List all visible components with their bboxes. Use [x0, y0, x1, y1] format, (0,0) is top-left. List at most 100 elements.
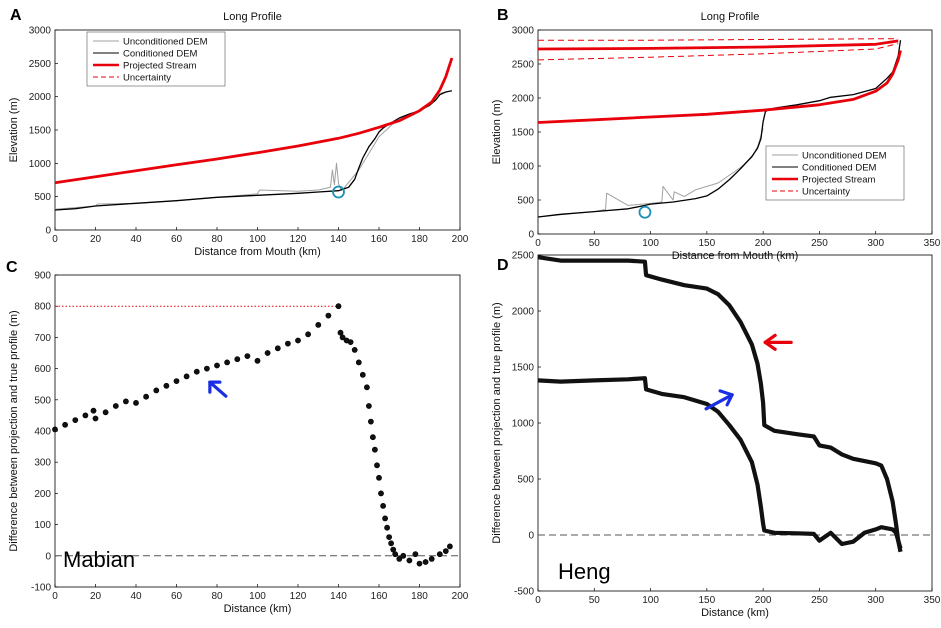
y-tick-label: 2500 — [512, 60, 535, 71]
panel-letter: A — [10, 7, 22, 24]
arrow-head — [208, 380, 222, 394]
x-tick-label: 100 — [249, 591, 266, 602]
panel-a: 0 20 40 60 80 100 120 140 160 180 2000500100015002… — [8, 7, 469, 258]
y-tick-label: 300 — [34, 458, 51, 469]
data-point — [378, 490, 384, 497]
arrow-shaft — [704, 393, 734, 411]
data-point — [396, 556, 403, 562]
y-tick-label: 2000 — [512, 307, 535, 318]
data-point — [365, 403, 372, 409]
legend-entry: Projected Stream — [123, 61, 196, 72]
data-point — [82, 412, 89, 419]
x-tick-label: 120 — [290, 591, 307, 602]
data-point — [264, 350, 271, 356]
y-tick-label: 700 — [34, 333, 51, 344]
data-point — [123, 398, 129, 405]
y-tick-label: 0 — [528, 230, 534, 241]
y-tick-label: -500 — [514, 587, 534, 598]
x-tick-label: 60 — [171, 591, 183, 602]
x-tick-label: 50 — [589, 595, 601, 606]
x-tick-label: 40 — [130, 591, 142, 602]
data-point — [355, 359, 362, 366]
data-point — [112, 403, 119, 409]
x-tick-label: 200 — [755, 595, 772, 606]
data-point — [254, 357, 261, 364]
series-conditioned-dem — [54, 90, 453, 211]
data-point — [90, 407, 97, 414]
data-point — [384, 524, 390, 531]
data-point — [92, 415, 99, 422]
difference-series-lower — [537, 376, 903, 549]
x-tick-label: 50 — [589, 238, 601, 249]
y-tick-label: 1500 — [512, 363, 535, 374]
y-axis-label: Elevation (m) — [8, 98, 20, 163]
series-projected-stream-upper — [537, 39, 899, 51]
y-tick-label: 400 — [34, 427, 51, 438]
data-point — [224, 359, 230, 366]
data-point — [193, 368, 200, 375]
x-tick-label: 300 — [867, 595, 884, 606]
x-tick-label: 40 — [130, 234, 142, 245]
x-tick-label: 200 — [452, 591, 469, 602]
x-tick-label: 300 — [867, 238, 884, 249]
series-uncertainty-upper — [538, 38, 899, 41]
x-tick-label: 250 — [811, 595, 828, 606]
data-point — [133, 399, 139, 406]
y-tick-label: 800 — [34, 302, 51, 313]
y-tick-label: 1000 — [512, 162, 535, 173]
series-unconditioned-dem — [54, 90, 450, 210]
x-tick-label: 100 — [642, 595, 659, 606]
difference-points — [52, 303, 453, 567]
y-tick-label: 100 — [34, 520, 51, 531]
x-axis-label: Distance from Mouth (km) — [194, 246, 321, 258]
blue-arrow — [208, 380, 228, 398]
data-point — [244, 353, 251, 359]
x-tick-label: 150 — [699, 238, 716, 249]
data-point — [369, 434, 376, 441]
y-tick-label: 200 — [34, 489, 51, 500]
x-tick-label: 200 — [452, 234, 469, 245]
data-point — [374, 462, 380, 469]
y-tick-label: 600 — [34, 364, 51, 375]
series-unconditioned-dem — [537, 128, 764, 218]
river-name-label: Mabian — [63, 547, 135, 572]
plot-frame — [537, 29, 933, 235]
data-point — [52, 426, 58, 433]
plot-frame — [537, 254, 933, 592]
x-tick-label: 160 — [371, 591, 388, 602]
legend-entry: Conditioned DEM — [123, 49, 198, 60]
data-point — [62, 421, 68, 428]
legend-entry: Conditioned DEM — [802, 163, 877, 174]
x-tick-label: 350 — [924, 595, 941, 606]
y-tick-label: 2500 — [512, 251, 535, 262]
data-point — [214, 362, 220, 369]
y-tick-label: 500 — [34, 395, 51, 406]
legend-entry: Uncertainty — [802, 187, 850, 198]
data-point — [416, 560, 423, 567]
x-tick-label: 200 — [755, 238, 772, 249]
x-tick-label: 160 — [371, 234, 388, 245]
knickpoint-marker — [332, 185, 345, 199]
data-point — [371, 446, 378, 453]
data-point — [284, 340, 291, 347]
x-tick-label: 80 — [211, 591, 223, 602]
x-tick-label: 180 — [411, 591, 428, 602]
x-tick-label: 0 — [52, 591, 58, 602]
y-tick-label: 500 — [517, 475, 534, 486]
x-axis-label: Distance from Mouth (km) — [672, 250, 799, 262]
data-point — [400, 552, 407, 559]
y-tick-label: 500 — [34, 192, 51, 203]
data-point — [339, 334, 346, 341]
data-point — [163, 382, 170, 389]
y-tick-label: 900 — [34, 271, 51, 282]
data-point — [351, 346, 358, 353]
x-tick-label: 60 — [171, 234, 183, 245]
river-name-label: Heng — [558, 559, 611, 584]
plot-frame — [54, 274, 461, 588]
y-axis-label: Difference between projection and true p… — [491, 302, 503, 543]
y-tick-label: 0 — [45, 551, 51, 562]
data-point — [335, 303, 342, 310]
panel-b: 0 50 100 150 200 250 300 350 0 500 1000 1500 2000 250… — [491, 7, 941, 262]
data-point — [183, 373, 190, 380]
